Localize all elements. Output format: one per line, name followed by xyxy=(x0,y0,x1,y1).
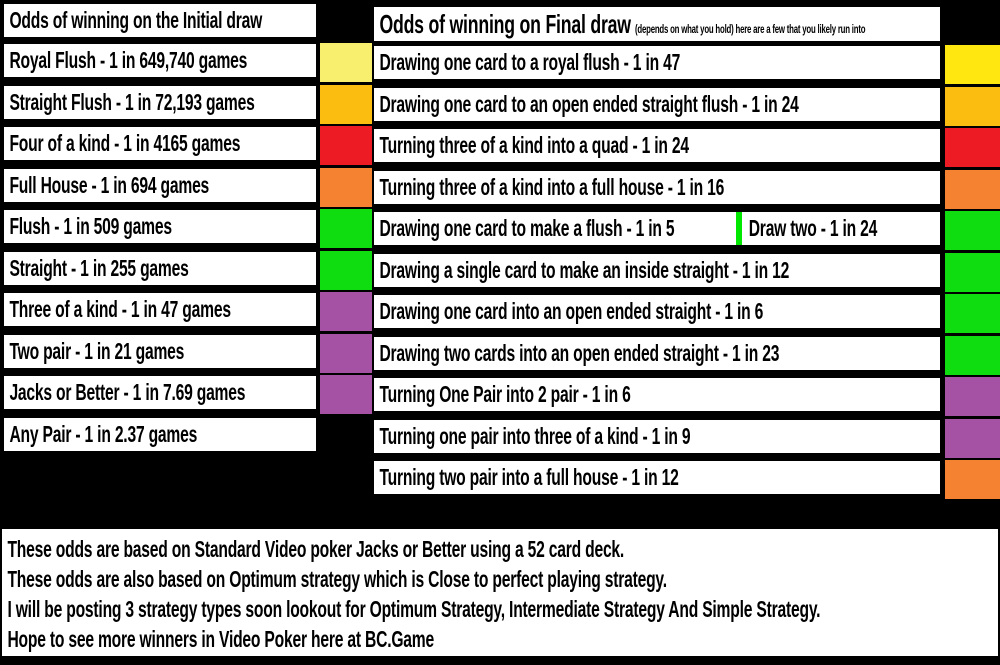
table-row: Drawing two cards into an open ended str… xyxy=(374,337,940,370)
table-row: Turning three of a kind into a full hous… xyxy=(374,171,940,204)
table-row: Royal Flush - 1 in 649,740 games xyxy=(4,44,316,77)
color-swatch xyxy=(945,170,1000,209)
row-label: Royal Flush - 1 in 649,740 games xyxy=(9,47,248,73)
row-label: Jacks or Better - 1 in 7.69 games xyxy=(9,379,246,405)
row-label: Turning One Pair into 2 pair - 1 in 6 xyxy=(379,381,631,407)
table-row: Straight Flush - 1 in 72,193 games xyxy=(4,86,316,119)
color-swatch xyxy=(320,292,372,331)
initial-draw-title: Odds of winning on the Initial draw xyxy=(9,7,263,33)
color-swatch xyxy=(320,85,372,124)
table-row: Drawing one card to a royal flush - 1 in… xyxy=(374,46,940,79)
color-swatch xyxy=(945,128,1000,167)
table-row: Drawing one card to make a flush - 1 in … xyxy=(374,212,940,245)
color-swatch xyxy=(320,43,372,82)
color-swatch xyxy=(945,45,1000,84)
color-swatch xyxy=(945,294,1000,333)
row-label: Straight Flush - 1 in 72,193 games xyxy=(9,89,255,115)
row-label: Turning one pair into three of a kind - … xyxy=(379,423,691,449)
row-label: Drawing two cards into an open ended str… xyxy=(379,340,780,366)
color-swatch xyxy=(945,336,1000,375)
color-swatch xyxy=(320,375,372,414)
color-swatch xyxy=(945,460,1000,499)
row-label: Full House - 1 in 694 games xyxy=(9,172,210,198)
row-label: Drawing a single card to make an inside … xyxy=(379,257,790,283)
color-swatch xyxy=(320,168,372,207)
table-row: Drawing a single card to make an inside … xyxy=(374,254,940,287)
row-label: Flush - 1 in 509 games xyxy=(9,213,172,239)
color-swatch xyxy=(320,334,372,373)
footer-line: These odds are also based on Optimum str… xyxy=(7,566,667,592)
row-label: Drawing one card to a royal flush - 1 in… xyxy=(379,49,681,75)
row-label: Any Pair - 1 in 2.37 games xyxy=(9,421,198,447)
initial-draw-header: Odds of winning on the Initial draw xyxy=(4,4,316,37)
footer-line: These odds are based on Standard Video p… xyxy=(7,536,625,562)
row-label: Turning two pair into a full house - 1 i… xyxy=(379,464,679,490)
table-row: Three of a kind - 1 in 47 games xyxy=(4,293,316,326)
table-row: Straight - 1 in 255 games xyxy=(4,252,316,285)
row-label: Turning three of a kind into a quad - 1 … xyxy=(379,132,689,158)
color-swatch xyxy=(320,126,372,165)
table-row: Two pair - 1 in 21 games xyxy=(4,335,316,368)
color-swatch xyxy=(945,211,1000,250)
row-label: Drawing one card to make a flush - 1 in … xyxy=(379,215,675,241)
table-row: Four of a kind - 1 in 4165 games xyxy=(4,127,316,160)
table-row: Jacks or Better - 1 in 7.69 games xyxy=(4,376,316,409)
row-label-secondary: Draw two - 1 in 24 xyxy=(748,215,878,241)
table-row: Full House - 1 in 694 games xyxy=(4,169,316,202)
table-row: Turning three of a kind into a quad - 1 … xyxy=(374,129,940,162)
color-swatch xyxy=(945,377,1000,416)
row-label: Four of a kind - 1 in 4165 games xyxy=(9,130,241,156)
final-draw-title: Odds of winning on Final draw xyxy=(379,9,631,39)
footer-line: Hope to see more winners in Video Poker … xyxy=(7,626,434,652)
row-label: Drawing one card to an open ended straig… xyxy=(379,91,799,117)
table-row: Any Pair - 1 in 2.37 games xyxy=(4,418,316,451)
row-label: Three of a kind - 1 in 47 games xyxy=(9,296,231,322)
color-swatch xyxy=(945,419,1000,458)
final-draw-header: Odds of winning on Final draw (depends o… xyxy=(374,7,940,41)
color-swatch xyxy=(320,251,372,290)
footer-line: I will be posting 3 strategy types soon … xyxy=(7,596,821,622)
table-row: Flush - 1 in 509 games xyxy=(4,210,316,243)
color-swatch xyxy=(945,253,1000,292)
row-label: Turning three of a kind into a full hous… xyxy=(379,174,725,200)
footer-notes: These odds are based on Standard Video p… xyxy=(2,529,998,656)
color-swatch xyxy=(945,87,1000,126)
table-row: Turning two pair into a full house - 1 i… xyxy=(374,461,940,494)
table-row: Turning one pair into three of a kind - … xyxy=(374,420,940,453)
row-label: Straight - 1 in 255 games xyxy=(9,255,189,281)
table-row: Drawing one card into an open ended stra… xyxy=(374,295,940,328)
final-draw-subtitle: (depends on what you hold) here are a fe… xyxy=(635,24,866,36)
row-label: Drawing one card into an open ended stra… xyxy=(379,298,764,324)
row-label: Two pair - 1 in 21 games xyxy=(9,338,185,364)
color-swatch xyxy=(320,209,372,248)
green-divider xyxy=(736,212,742,245)
table-row: Drawing one card to an open ended straig… xyxy=(374,88,940,121)
table-row: Turning One Pair into 2 pair - 1 in 6 xyxy=(374,378,940,411)
